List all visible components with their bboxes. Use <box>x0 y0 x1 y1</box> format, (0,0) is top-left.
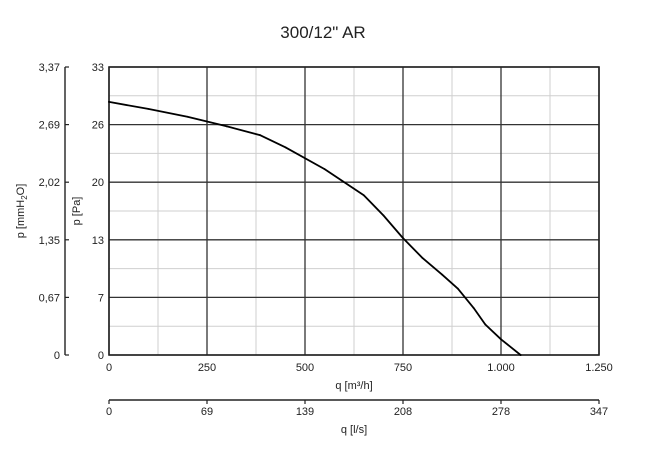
fan-curve-point <box>519 354 522 356</box>
fan-curve-point <box>500 338 502 341</box>
x-axis-label: q [m³/h] <box>335 380 372 392</box>
y-tick-label: 13 <box>92 235 104 247</box>
tick-labels: 0 0,67 1,35 2,02 2,69 3,37 0 7 13 20 26 33 0 250 500 75… <box>39 62 613 418</box>
fan-curve-point <box>225 125 228 128</box>
grid <box>108 66 600 356</box>
y-secondary-label-part-1: p [mmH <box>15 200 27 239</box>
y-tick-label: 26 <box>92 120 104 132</box>
fan-curve-point <box>421 257 424 260</box>
x-secondary-axis-label: q [l/s] <box>341 424 367 436</box>
axes <box>64 66 600 404</box>
fan-curve-point <box>402 237 404 239</box>
x-secondary-tick-label: 0 <box>106 406 112 418</box>
x-secondary-tick-label: 69 <box>201 406 213 418</box>
fan-curve-point <box>441 273 444 276</box>
fan-curve-point <box>484 323 487 326</box>
y-secondary-tick-label: 2,69 <box>39 120 60 132</box>
x-secondary-tick-label: 278 <box>492 406 510 418</box>
x-tick-label: 1.000 <box>487 362 515 374</box>
x-secondary-tick-label: 208 <box>394 406 412 418</box>
series-layer <box>108 101 522 356</box>
y-secondary-tick-label: 3,37 <box>39 62 60 74</box>
plot-frame <box>108 66 600 356</box>
y-tick-label: 7 <box>98 292 104 304</box>
fan-curve-point <box>259 134 261 136</box>
y-secondary-tick-label: 0,67 <box>39 292 60 304</box>
y-secondary-tick-label: 1,35 <box>39 235 60 247</box>
y-axis-label: p [Pa] <box>71 197 83 226</box>
x-tick-label: 250 <box>198 362 216 374</box>
x-tick-label: 1.250 <box>585 362 613 374</box>
y-tick-label: 33 <box>92 62 104 74</box>
y-secondary-label-part-3: O] <box>15 184 27 196</box>
y-secondary-tick-label: 0 <box>54 350 60 362</box>
y-secondary-label-subscript: 2 <box>20 195 29 200</box>
x-secondary-tick-label: 347 <box>590 406 608 418</box>
x-secondary-tick-label: 139 <box>296 406 314 418</box>
fan-curve-point <box>323 168 326 171</box>
fan-curve-point <box>472 306 475 309</box>
x-tick-label: 750 <box>394 362 412 374</box>
x-tick-label: 500 <box>296 362 314 374</box>
fan-curve-point <box>382 214 385 217</box>
fan-curve-point <box>108 101 110 103</box>
fan-curve-point <box>186 115 189 118</box>
y-tick-label: 20 <box>92 177 104 189</box>
fan-curve-point <box>147 107 150 110</box>
y-secondary-tick-label: 2,02 <box>39 177 60 189</box>
fan-curve-point <box>456 287 459 290</box>
y-tick-label: 0 <box>98 350 104 362</box>
fan-curve-line <box>108 101 522 356</box>
y-secondary-axis-label: p [mmH2O] <box>15 184 29 239</box>
chart-title: 300/12" AR <box>280 23 365 42</box>
x-tick-label: 0 <box>106 362 112 374</box>
fan-curve-point <box>284 146 287 149</box>
fan-curve-point <box>362 194 365 197</box>
